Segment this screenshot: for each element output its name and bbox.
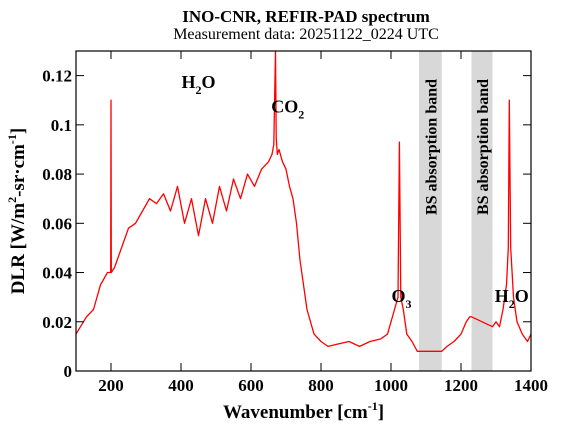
x-tick-label: 800 <box>308 376 334 395</box>
y-axis-label: DLR [W/m2-sr·cm-1] <box>5 128 29 294</box>
band-label: BS absorption band <box>475 79 492 215</box>
band-label: BS absorption band <box>423 79 440 215</box>
y-tick-label: 0.04 <box>42 264 72 283</box>
series-layer <box>75 50 532 352</box>
annotations-layer: H2O CO2 O3 H2O <box>181 72 528 311</box>
x-tick-label: 1000 <box>374 376 408 395</box>
y-tick-label: 0.02 <box>42 313 72 332</box>
species-annotation: H2O <box>495 286 529 311</box>
shaded-band <box>419 51 442 371</box>
x-tick-label: 600 <box>238 376 264 395</box>
species-annotation: O3 <box>391 286 411 311</box>
shaded-bands-layer <box>419 51 493 371</box>
spectrum-line <box>75 50 532 352</box>
y-tick-label: 0.06 <box>42 214 72 233</box>
ticks-layer: 200 400 600 800 1000 1200 1400 0 0.02 0.04 0.06 0.0… <box>42 51 548 395</box>
x-tick-label: 400 <box>168 376 194 395</box>
chart-subtitle: Measurement data: 20251122_0224 UTC <box>173 26 439 43</box>
x-tick-label: 1200 <box>444 376 478 395</box>
plot-frame <box>75 50 532 372</box>
y-tick-label: 0.12 <box>42 67 72 86</box>
x-axis-label: Wavenumber [cm-1] <box>223 399 384 423</box>
species-annotation: CO2 <box>271 97 304 122</box>
chart-title: INO-CNR, REFIR-PAD spectrum <box>182 7 430 26</box>
y-tick-label: 0.1 <box>51 116 72 135</box>
y-tick-label: 0 <box>64 362 73 381</box>
band-labels-layer: BS absorption band BS absorption band <box>423 79 492 215</box>
shaded-band <box>471 51 493 371</box>
x-tick-label: 200 <box>98 376 124 395</box>
species-annotation: H2O <box>181 72 215 97</box>
x-tick-label: 1400 <box>514 376 548 395</box>
y-tick-label: 0.08 <box>42 165 72 184</box>
